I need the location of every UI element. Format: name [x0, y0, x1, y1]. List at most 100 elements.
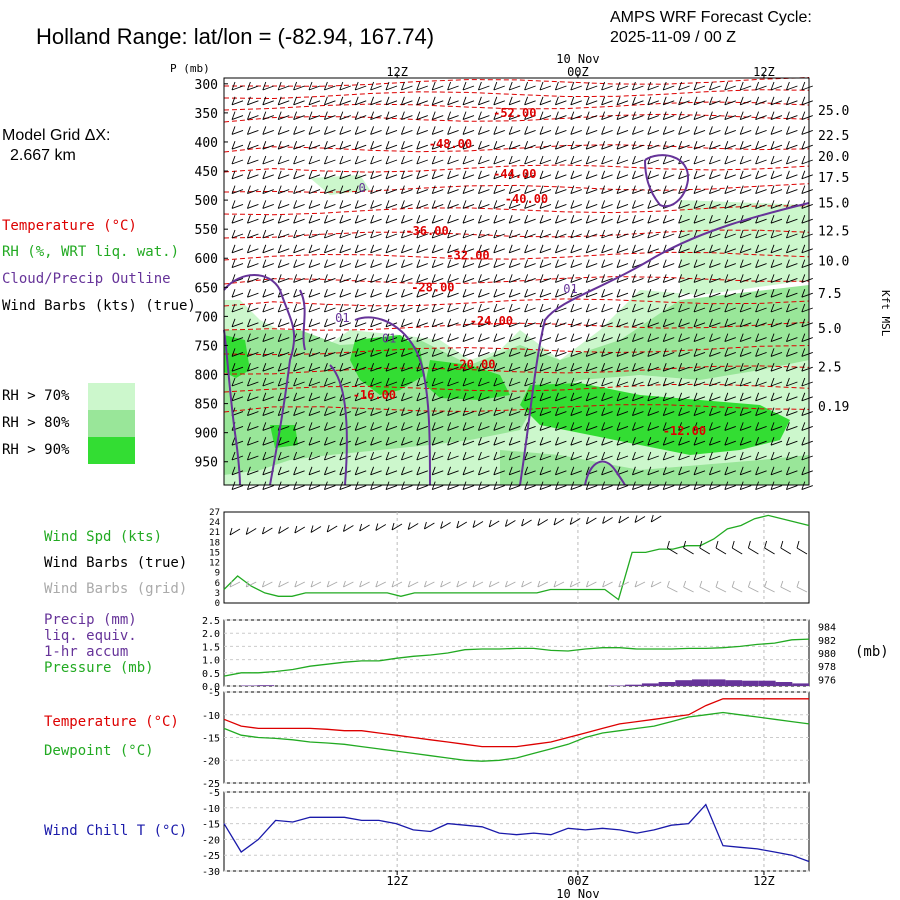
- wind-barb: [370, 81, 382, 91]
- wind-tick-label: 27: [209, 508, 220, 518]
- wind-barb: [755, 289, 767, 298]
- wind-barb: [631, 407, 644, 417]
- wind-barb: [277, 229, 290, 239]
- wind-barb: [447, 466, 459, 476]
- wind-barb: [293, 392, 305, 402]
- legend-rh80-label: RH > 80%: [2, 415, 70, 431]
- wind-barb: [385, 81, 398, 91]
- wind-barb: [477, 318, 490, 328]
- wind-barb: [647, 229, 659, 239]
- precip-panel-frame: [223, 619, 810, 687]
- wind-barb: [246, 289, 259, 298]
- wind-barb: [662, 318, 675, 328]
- time-label-bottom: 12Z: [386, 874, 408, 888]
- wind-barb: [462, 437, 475, 446]
- wind-barb: [385, 126, 398, 135]
- wind-barb: [462, 229, 475, 239]
- wind-barb: [801, 155, 813, 165]
- true-wind-barb: [683, 540, 694, 555]
- wind-barb: [354, 126, 367, 135]
- wind-barb: [400, 451, 413, 461]
- wind-barb: [246, 333, 259, 343]
- wind-barb: [308, 437, 321, 446]
- wind-barb: [354, 407, 367, 417]
- wind-barb: [785, 244, 798, 254]
- height-tick-label: 12.5: [818, 224, 849, 239]
- wind-barb: [724, 481, 736, 491]
- wind-barb: [370, 466, 382, 476]
- wind-barb: [508, 451, 521, 461]
- wind-barb: [755, 170, 767, 180]
- wind-barb: [416, 392, 428, 402]
- wind-barb: [647, 96, 659, 106]
- wind-barb: [293, 155, 305, 165]
- wind-barb: [601, 126, 613, 135]
- wind-barb: [585, 392, 598, 402]
- wind-barb: [354, 318, 367, 328]
- wind-barb: [755, 185, 767, 195]
- wind-barb: [570, 407, 582, 417]
- wind-barb: [370, 259, 382, 269]
- chill-panel-tick-label: -10: [202, 804, 220, 815]
- wind-barb: [508, 141, 521, 150]
- wind-barb: [354, 363, 367, 372]
- wind-barb: [585, 111, 598, 121]
- wind-barb: [631, 170, 644, 180]
- wind-barb: [308, 200, 321, 209]
- wind-barb: [462, 392, 475, 402]
- wind-barb: [416, 200, 428, 209]
- wind-barb: [323, 274, 336, 283]
- wind-barb: [385, 96, 398, 106]
- wind-barb: [431, 244, 444, 254]
- wind-barb: [431, 81, 444, 91]
- precip-bar: [641, 683, 659, 686]
- wind-barb: [724, 437, 736, 446]
- temperature-label: -44.00: [493, 167, 536, 181]
- wind-barb: [570, 437, 582, 446]
- wind-barb: [647, 481, 659, 491]
- model-grid-info: Model Grid ΔX: 2.667 km: [2, 126, 111, 166]
- wind-barb: [416, 318, 428, 328]
- wind-barb: [662, 466, 675, 476]
- wind-barb: [354, 392, 367, 402]
- wind-barb: [385, 377, 398, 387]
- wind-barb: [785, 363, 798, 372]
- legend-wind-barbs-grid: Wind Barbs (grid): [44, 581, 188, 597]
- wind-barb: [755, 466, 767, 476]
- wind-barb: [739, 377, 752, 387]
- wind-barb: [647, 348, 659, 357]
- wind-barb: [447, 141, 459, 150]
- grid-wind-barb: [359, 580, 370, 588]
- wind-barb: [585, 215, 598, 224]
- wind-barb: [416, 274, 428, 283]
- grid-wind-barb: [375, 580, 387, 588]
- wind-barb: [477, 303, 490, 313]
- wind-barb: [770, 200, 783, 209]
- wind-barb: [400, 259, 413, 269]
- wind-barb: [370, 407, 382, 417]
- wind-barb: [231, 466, 244, 476]
- wind-barb: [508, 333, 521, 343]
- wind-barb: [493, 289, 505, 298]
- wind-barb: [493, 481, 505, 491]
- wind-barb: [755, 200, 767, 209]
- wind-barb: [447, 318, 459, 328]
- wind-barb: [601, 407, 613, 417]
- wind-barb: [678, 303, 690, 313]
- wind-barb: [477, 481, 490, 491]
- wind-barb: [785, 333, 798, 343]
- height-tick-label: 22.5: [818, 129, 849, 144]
- wind-barb: [323, 348, 336, 357]
- temp-contour: [223, 183, 810, 193]
- wind-barb: [585, 259, 598, 269]
- grid-wind-barb: [634, 580, 646, 588]
- wind-barb: [770, 466, 783, 476]
- wind-barb: [554, 259, 567, 269]
- wind-barb: [524, 274, 536, 283]
- wind-barb: [231, 170, 244, 180]
- wind-barb: [801, 185, 813, 195]
- wind-barb: [785, 289, 798, 298]
- wind-barb: [601, 363, 613, 372]
- wind-barb: [585, 126, 598, 135]
- wind-barb: [477, 111, 490, 121]
